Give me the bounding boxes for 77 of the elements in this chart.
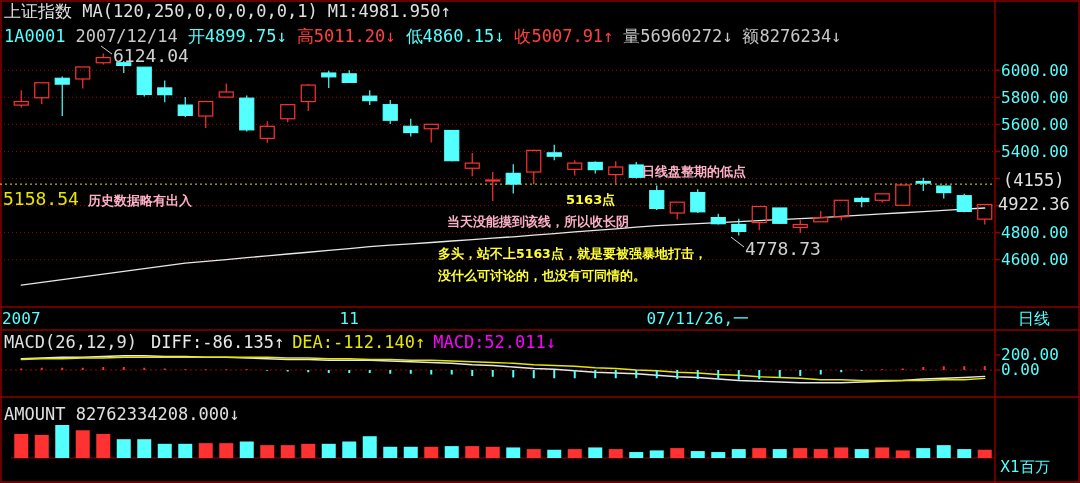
bar xyxy=(239,441,254,458)
bar xyxy=(526,449,541,458)
bar xyxy=(321,443,336,458)
bar xyxy=(895,450,910,458)
bar xyxy=(342,441,357,458)
bar xyxy=(629,452,644,458)
y-tick-label: 0.00 xyxy=(1001,360,1040,380)
text: (4155) xyxy=(1003,170,1065,190)
text: 1A0001 2007/12/14 开4899.75↓ 高5011.20↓ 低4860.15↓ 收5007.91↑ 量56960272↓ 额8276234↓ xyxy=(4,26,842,46)
series-label: DEA:-112.140↑ xyxy=(292,332,426,352)
bar xyxy=(55,425,70,458)
y-tick-label: 4800.00 xyxy=(1001,223,1069,243)
bar xyxy=(465,446,480,458)
bar xyxy=(424,446,439,458)
y-tick-label: 5800.00 xyxy=(1001,87,1069,107)
bar xyxy=(608,449,623,458)
bar xyxy=(75,430,90,458)
annotation: 当天没能摸到该线，所以收长阴 xyxy=(447,214,629,230)
bar xyxy=(96,433,111,458)
bar xyxy=(383,446,398,458)
bar xyxy=(875,447,890,458)
bar xyxy=(362,436,377,458)
bar xyxy=(957,449,972,458)
bar xyxy=(444,446,459,458)
y-tick-label: 6000.00 xyxy=(1001,60,1069,80)
bar xyxy=(670,448,685,458)
bar xyxy=(813,449,828,458)
text: 4922.36 xyxy=(998,194,1070,214)
text: 日线 xyxy=(1018,309,1050,328)
annotation: 5163点 xyxy=(566,192,616,207)
y-tick-label: 5400.00 xyxy=(1001,141,1069,161)
x-tick-label: 07/11/26,一 xyxy=(646,309,750,328)
bar xyxy=(690,451,705,458)
bar xyxy=(157,443,172,458)
chart-title: 上证指数 MA(120,250,0,0,0,0,0,1) M1:4981.950↑ xyxy=(4,1,451,21)
bar xyxy=(772,449,787,458)
text: X1百万 xyxy=(1000,458,1050,476)
y-tick-label: 4600.00 xyxy=(1001,250,1069,270)
bar xyxy=(834,447,849,458)
bar xyxy=(916,448,931,458)
annotation: 6124.04 xyxy=(113,45,189,66)
bar xyxy=(793,448,808,458)
bar xyxy=(731,449,746,458)
annotation: 历史数据略有出入 xyxy=(87,193,193,208)
bar xyxy=(752,448,767,458)
bar xyxy=(649,450,664,458)
chart-title: MACD(26,12,9) xyxy=(4,332,138,352)
bar xyxy=(711,452,726,458)
bar xyxy=(567,449,582,458)
bar xyxy=(137,439,152,458)
bar xyxy=(178,443,193,458)
bar xyxy=(588,447,603,458)
y-tick-label: 5600.00 xyxy=(1001,114,1069,134)
bar xyxy=(547,449,562,458)
bar xyxy=(485,446,500,458)
bar xyxy=(116,439,131,458)
series-label: DIFF:-86.135↑ xyxy=(151,332,285,352)
bar xyxy=(977,449,992,458)
bar xyxy=(260,445,275,458)
bar xyxy=(280,445,295,458)
annotation: 多头，站不上5163点，就是要被强暴地打击， xyxy=(438,246,707,261)
bar xyxy=(198,443,213,458)
bar xyxy=(403,446,418,458)
bar xyxy=(854,449,869,458)
annotation: 没什么可讨论的，也没有可同情的。 xyxy=(437,268,646,283)
chart-title: AMOUNT 82762334208.000↓ xyxy=(4,404,240,424)
ref-line-label: 5158.54 xyxy=(3,188,79,210)
bar xyxy=(936,445,951,458)
bar xyxy=(34,434,49,458)
x-tick-label: 2007 xyxy=(1,309,41,328)
bar xyxy=(219,443,234,458)
annotation: MACD:52.011↓ xyxy=(433,332,557,352)
bar xyxy=(506,447,521,458)
bar xyxy=(14,433,29,458)
x-tick-label: 11 xyxy=(339,309,359,328)
bar xyxy=(301,443,316,458)
annotation: 4778.73 xyxy=(745,238,821,259)
